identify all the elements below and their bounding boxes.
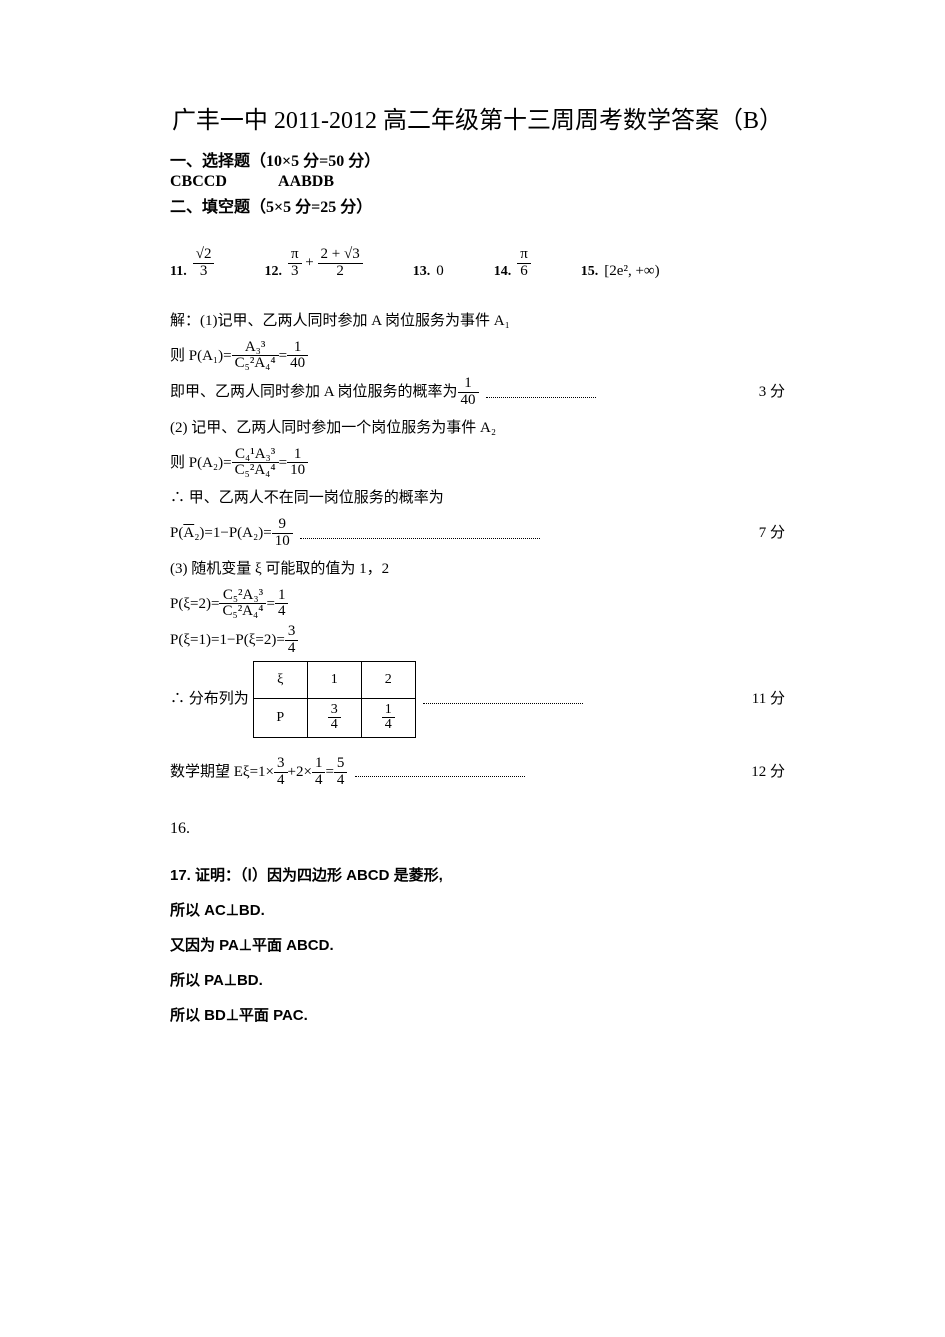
q17-l1: 所以 AC⊥BD.	[170, 899, 785, 920]
sol-p3-exp: 数学期望 Eξ=1× 3 4 +2× 1 4 = 5 4 12 分	[170, 756, 785, 789]
document-page: 广丰一中 2011-2012 高二年级第十三周周考数学答案（B） 一、选择题（1…	[0, 0, 945, 1337]
fill-blank-row: 11. √2 3 12. π 3 + 2 + √3 2	[170, 247, 785, 280]
sol-p2-final: P(A₂)=1−P(A₂)= 9 10 7 分	[170, 517, 785, 550]
sol-p2-eq: 则 P(A₂)= C₄¹A₃³ C₅²A₄⁴ = 1 10	[170, 447, 785, 480]
q14: 14. π 6	[494, 247, 531, 280]
document-title: 广丰一中 2011-2012 高二年级第十三周周考数学答案（B）	[170, 100, 785, 135]
q12-expr: π 3 + 2 + √3 2	[288, 247, 363, 280]
answers-group-b: AABDB	[278, 173, 334, 190]
q13-value: 0	[436, 263, 444, 280]
q12: 12. π 3 + 2 + √3 2	[264, 247, 362, 280]
sol-p3-eq2: P(ξ=1)=1−P(ξ=2)= 3 4	[170, 624, 785, 657]
sol-p1-concl: 即甲、乙两人同时参加 A 岗位服务的概率为 1 40 3 分	[170, 376, 785, 409]
section2-heading: 二、填空题（5×5 分=25 分）	[170, 193, 785, 217]
q11-expr: √2 3	[193, 247, 215, 280]
score-11: 11 分	[752, 684, 785, 714]
score-7: 7 分	[759, 518, 785, 548]
sol-p3-eq1: P(ξ=2)= C₅²A₃³ C₅²A₄⁴ = 1 4	[170, 588, 785, 621]
q17-l4: 所以 BD⊥平面 PAC.	[170, 1004, 785, 1025]
q13: 13. 0	[413, 263, 444, 280]
sol-p2-concl-a: ∴ 甲、乙两人不在同一岗位服务的概率为	[170, 483, 785, 513]
score-3: 3 分	[759, 377, 785, 407]
sol-p3-intro: (3) 随机变量 ξ 可能取的值为 1，2	[170, 554, 785, 584]
q11-label: 11.	[170, 264, 187, 280]
section1-heading: 一、选择题（10×5 分=50 分）	[170, 147, 785, 171]
q16-label: 16.	[170, 820, 785, 838]
q15-label: 15.	[581, 264, 599, 280]
q12-label: 12.	[264, 264, 282, 280]
sol-p3-dist: ∴ 分布列为 ξ 1 2 P 3 4	[170, 661, 785, 738]
q17-l3: 所以 PA⊥BD.	[170, 969, 785, 990]
q14-label: 14.	[494, 264, 512, 280]
sol-p2-intro: (2) 记甲、乙两人同时参加一个岗位服务为事件 A₂	[170, 413, 785, 443]
score-12: 12 分	[751, 757, 785, 787]
dots-line	[423, 694, 583, 705]
q15-value: [2e², +∞)	[604, 263, 659, 280]
section1-answers: CBCCD AABDB	[170, 173, 785, 191]
q17-intro: 17. 证明：（Ⅰ）因为四边形 ABCD 是菱形,	[170, 864, 785, 885]
solution-block: 解：(1)记甲、乙两人同时参加 A 岗位服务为事件 A₁ 则 P(A₁)= A₃…	[170, 306, 785, 789]
q14-expr: π 6	[517, 247, 531, 280]
q13-label: 13.	[413, 264, 431, 280]
q17-l2: 又因为 PA⊥平面 ABCD.	[170, 934, 785, 955]
dots-line	[486, 387, 596, 398]
sol-p1-eq: 则 P(A₁)= A₃³ C₅²A₄⁴ = 1 40	[170, 340, 785, 373]
dots-line	[300, 528, 540, 539]
dots-line	[355, 767, 525, 778]
q15: 15. [2e², +∞)	[581, 263, 660, 280]
q11: 11. √2 3	[170, 247, 214, 280]
sol-p1-intro: 解：(1)记甲、乙两人同时参加 A 岗位服务为事件 A₁	[170, 306, 785, 336]
distribution-table: ξ 1 2 P 3 4	[253, 661, 416, 738]
answers-group-a: CBCCD	[170, 173, 227, 190]
